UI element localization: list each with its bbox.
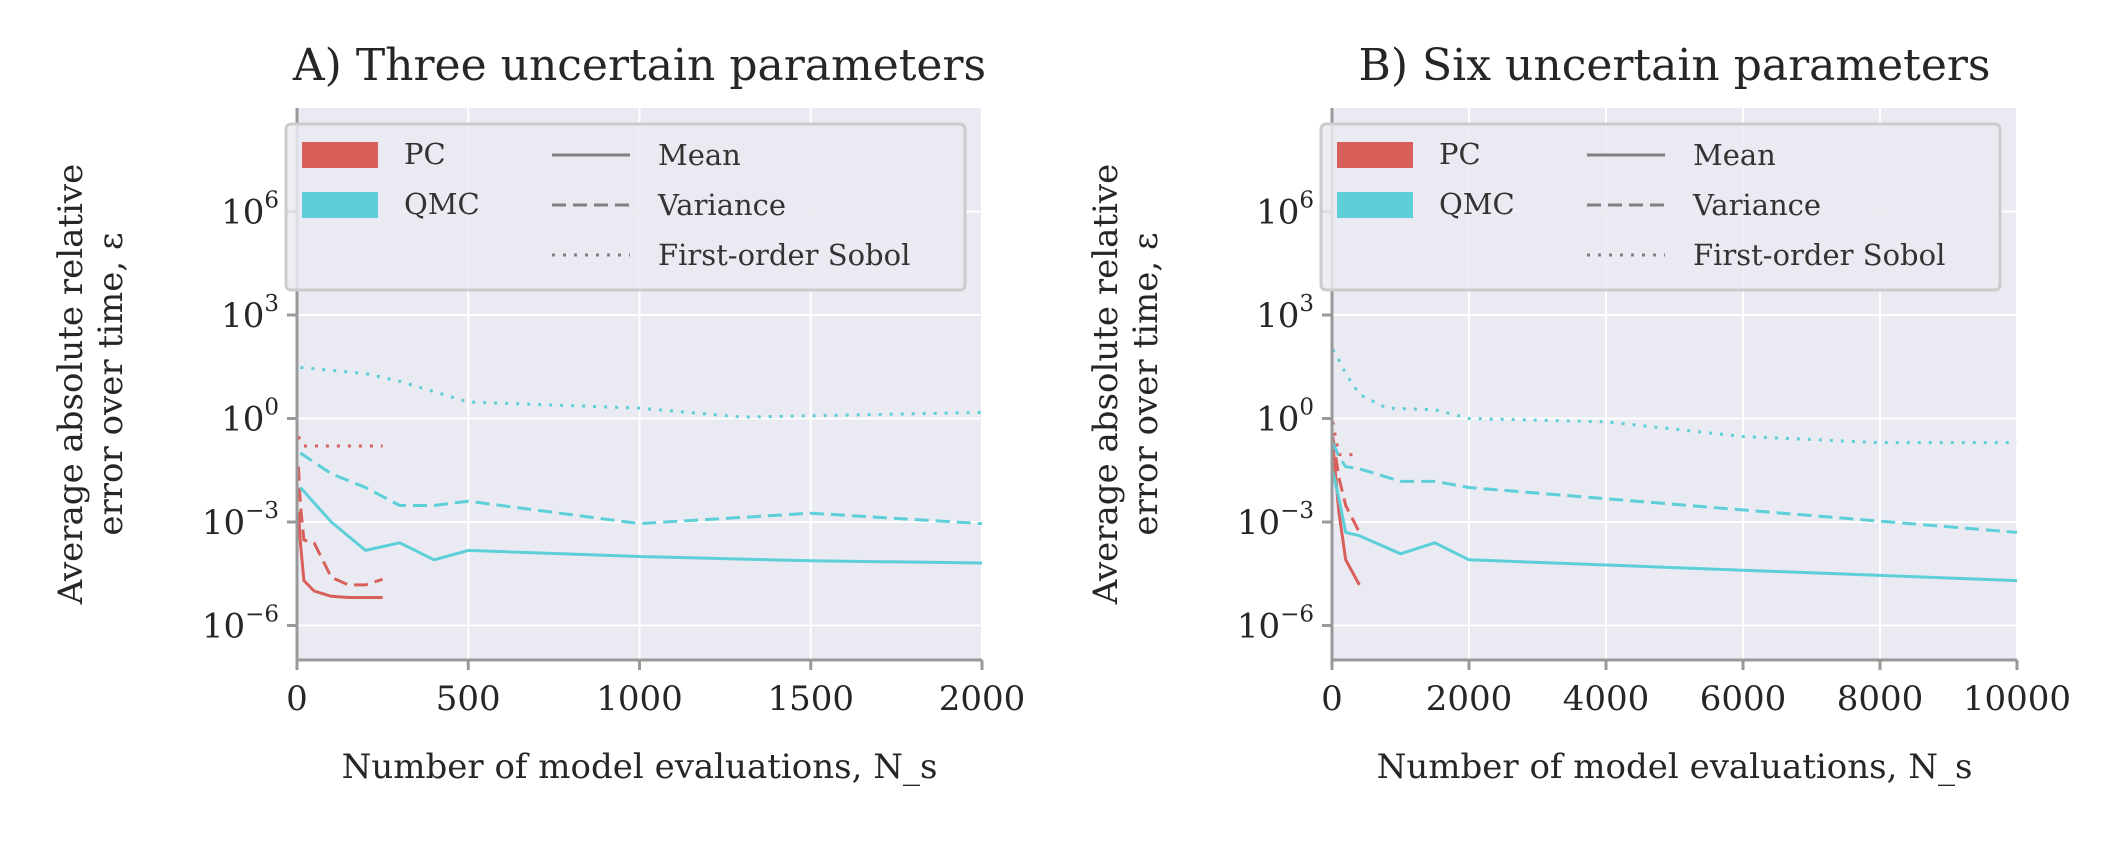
x-tick-label: 8000	[1837, 679, 1924, 719]
legend-label-variance: Variance	[657, 188, 786, 222]
y-tick-label: 10−6	[202, 602, 279, 647]
qmc-mean-line	[1331, 470, 2018, 583]
y-tick-label: 100	[1256, 395, 1314, 440]
y-tick-base: 10	[1256, 193, 1299, 233]
y-tick-base: 10	[202, 503, 245, 543]
pc-first-order-sobol-line	[297, 435, 383, 448]
legend-swatch-pc	[1337, 142, 1413, 168]
legend-swatch-qmc	[302, 192, 378, 218]
legend-box	[1319, 122, 2002, 292]
y-tick-label: 10−3	[202, 498, 279, 543]
y-tick-label: 10−3	[1237, 498, 1314, 543]
x-axis-label: Number of model evaluations, N_s	[1377, 747, 1973, 787]
y-tick-exponent: −3	[1280, 498, 1314, 524]
pc-mean-line	[296, 511, 383, 599]
y-tick-exponent: 3	[1299, 291, 1314, 317]
y-axis-label-line-1: Average absolute relative	[1086, 164, 1126, 605]
legend-swatch-qmc	[1337, 192, 1413, 218]
y-axis-label-line-1: Average absolute relative	[51, 164, 91, 605]
legend-label-mean: Mean	[1693, 138, 1776, 172]
qmc-first-order-sobol-line	[300, 366, 983, 419]
legend-swatch-pc	[302, 142, 378, 168]
y-tick-base: 10	[1237, 503, 1280, 543]
x-tick-label: 1000	[596, 679, 683, 719]
y-tick-exponent: −6	[245, 602, 279, 628]
y-tick-base: 10	[221, 400, 264, 440]
x-tick-label: 0	[1321, 679, 1343, 719]
pc-variance-line	[1331, 436, 1361, 534]
y-tick-label: 106	[221, 188, 279, 233]
x-axis-label: Number of model evaluations, N_s	[342, 747, 938, 787]
legend-label-first-order-sobol: First-order Sobol	[658, 238, 910, 272]
y-tick-base: 10	[1237, 607, 1280, 647]
legend-box	[284, 122, 967, 292]
x-tick-label: 2000	[1426, 679, 1513, 719]
y-tick-base: 10	[1256, 400, 1299, 440]
qmc-mean-line	[299, 486, 983, 565]
x-tick-label: 10000	[1963, 679, 2071, 719]
qmc-variance-line	[1331, 441, 2018, 534]
chart-legend: PC QMC Mean Variance First-order Sobol	[1319, 122, 2002, 292]
chart-legend: PC QMC Mean Variance First-order Sobol	[284, 122, 967, 292]
y-tick-base: 10	[221, 193, 264, 233]
y-tick-exponent: 6	[1299, 188, 1314, 214]
legend-label-qmc: QMC	[404, 187, 480, 221]
pc-variance-line	[296, 466, 384, 587]
y-axis-label-line-2: error over time, ε	[91, 232, 131, 535]
chart-panel-b: 0 2000 4000 6000 8000 1000010−610−3100103106B…	[1086, 40, 2071, 787]
y-tick-exponent: 0	[1299, 395, 1314, 421]
y-tick-label: 103	[221, 291, 279, 336]
legend-label-qmc: QMC	[1439, 187, 1515, 221]
y-tick-label: 100	[221, 395, 279, 440]
y-tick-base: 10	[1256, 296, 1299, 336]
y-tick-label: 106	[1256, 188, 1314, 233]
x-tick-label: 2000	[939, 679, 1026, 719]
chart-title: B) Six uncertain parameters	[1359, 40, 1991, 91]
legend-label-first-order-sobol: First-order Sobol	[1693, 238, 1945, 272]
legend-label-pc: PC	[404, 137, 446, 171]
y-tick-base: 10	[221, 296, 264, 336]
y-tick-label: 10−6	[1237, 602, 1314, 647]
y-axis-label-line-2: error over time, ε	[1126, 232, 1166, 535]
x-tick-label: 6000	[1700, 679, 1787, 719]
x-tick-label: 0	[286, 679, 308, 719]
x-tick-label: 500	[436, 679, 501, 719]
x-tick-label: 1500	[767, 679, 854, 719]
legend-label-pc: PC	[1439, 137, 1481, 171]
y-tick-base: 10	[202, 607, 245, 647]
chart-title: A) Three uncertain parameters	[292, 40, 986, 91]
legend-label-variance: Variance	[1692, 188, 1821, 222]
y-tick-exponent: −3	[245, 498, 279, 524]
y-tick-exponent: 3	[264, 291, 279, 317]
y-tick-exponent: −6	[1280, 602, 1314, 628]
y-tick-exponent: 6	[264, 188, 279, 214]
x-tick-label: 4000	[1563, 679, 1650, 719]
y-tick-exponent: 0	[264, 395, 279, 421]
qmc-first-order-sobol-line	[1331, 348, 2017, 445]
legend-label-mean: Mean	[658, 138, 741, 172]
pc-mean-line	[1331, 442, 1361, 586]
qmc-variance-line	[299, 451, 983, 526]
y-tick-label: 103	[1256, 291, 1314, 336]
